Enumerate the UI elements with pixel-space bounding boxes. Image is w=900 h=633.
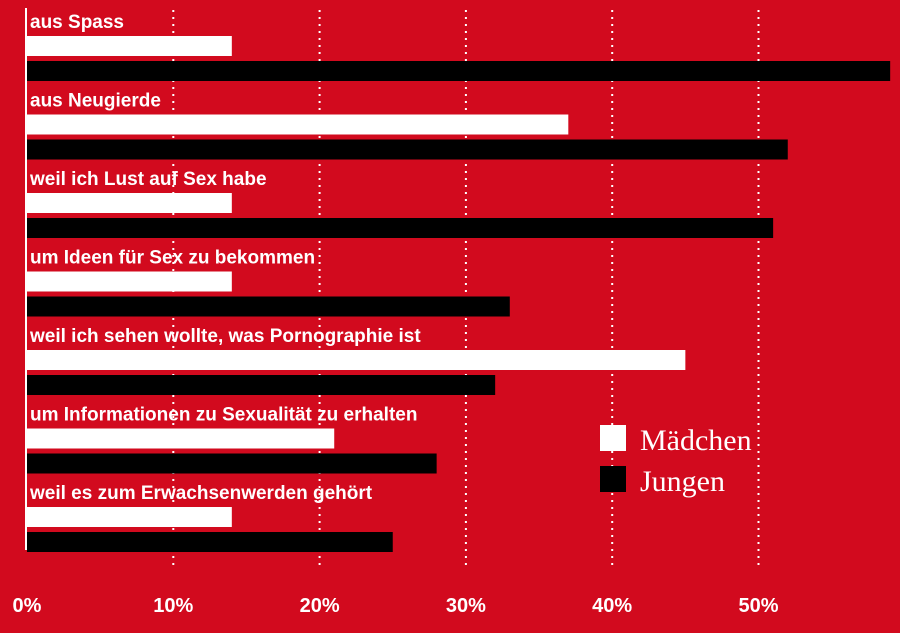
- category-label-3: um Ideen für Sex zu bekommen: [30, 248, 315, 269]
- bar-jungen-2: [27, 218, 774, 238]
- category-label-0: aus Spass: [30, 12, 124, 33]
- bar-jungen-1: [27, 139, 788, 160]
- bar-jungen-4: [27, 375, 496, 395]
- x-tick-label-40: 40%: [592, 595, 632, 617]
- x-tick-label-20: 20%: [300, 595, 340, 617]
- legend-swatch-maedchen: [600, 425, 626, 451]
- bar-maedchen-3: [27, 271, 232, 292]
- category-label-4: weil ich sehen wollte, was Pornographie …: [29, 326, 421, 347]
- bar-maedchen-1: [27, 114, 569, 135]
- bar-jungen-0: [27, 61, 891, 81]
- category-label-6: weil es zum Erwachsenwerden gehört: [29, 483, 373, 504]
- legend-label-jungen: Jungen: [640, 465, 725, 498]
- x-tick-label-30: 30%: [446, 595, 486, 617]
- x-tick-label-10: 10%: [153, 595, 193, 617]
- x-tick-label-0: 0%: [13, 595, 42, 617]
- category-labels: aus Spass aus Neugierde weil ich Lust auf …: [29, 12, 421, 504]
- x-tick-labels: 0% 10% 20% 30% 40% 50%: [13, 595, 779, 617]
- legend-label-maedchen: Mädchen: [640, 424, 752, 457]
- bar-maedchen-4: [27, 350, 686, 370]
- category-label-5: um Informationen zu Sexualität zu erhalt…: [30, 405, 417, 426]
- legend: Mädchen Jungen: [600, 424, 752, 498]
- x-tick-label-50: 50%: [738, 595, 778, 617]
- category-label-1: aus Neugierde: [30, 91, 161, 112]
- legend-swatch-jungen: [600, 466, 626, 492]
- bars: [27, 36, 891, 552]
- bar-jungen-3: [27, 296, 510, 317]
- bar-maedchen-5: [27, 428, 335, 449]
- bar-maedchen-2: [27, 193, 232, 213]
- bar-maedchen-6: [27, 507, 232, 527]
- bar-jungen-6: [27, 532, 393, 552]
- category-label-2: weil ich Lust auf Sex habe: [29, 169, 267, 190]
- bar-jungen-5: [27, 453, 437, 474]
- bar-maedchen-0: [27, 36, 232, 56]
